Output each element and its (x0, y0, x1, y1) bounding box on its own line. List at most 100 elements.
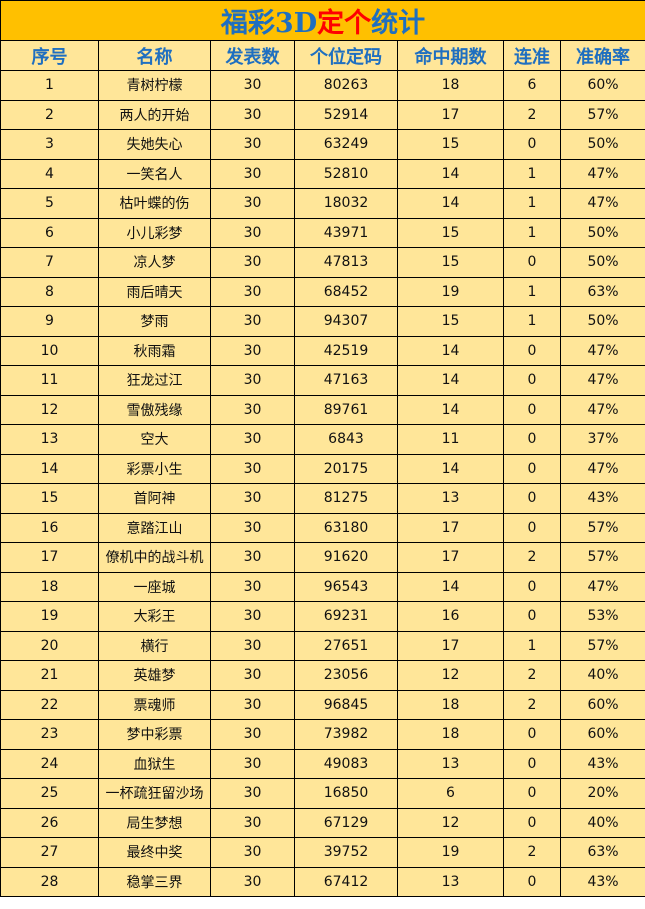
cell-accuracy: 60% (559, 70, 645, 101)
cell-index: 8 (0, 276, 99, 307)
cell-index: 4 (0, 158, 99, 189)
cell-code: 52810 (294, 158, 398, 189)
cell-accuracy: 63% (559, 837, 645, 868)
table-row: 25 一杯疏狂留沙场 30 16850 6 0 20% (0, 778, 645, 809)
cell-accuracy: 47% (559, 158, 645, 189)
title-part-3: 统计 (371, 8, 426, 39)
table-row: 9 梦雨 30 94307 15 1 50% (0, 306, 645, 337)
cell-posts: 30 (210, 660, 295, 691)
cell-hits: 15 (397, 306, 504, 337)
table-row: 6 小儿彩梦 30 43971 15 1 50% (0, 217, 645, 248)
cell-code: 39752 (294, 837, 398, 868)
cell-hits: 14 (397, 158, 504, 189)
page-title: 福彩3D定个统计 (0, 0, 645, 41)
cell-posts: 30 (210, 217, 295, 248)
cell-posts: 30 (210, 837, 295, 868)
table-row: 2 两人的开始 30 52914 17 2 57% (0, 99, 645, 130)
cell-streak: 1 (503, 276, 561, 307)
cell-hits: 19 (397, 276, 504, 307)
header-row: 序号 名称 发表数 个位定码 命中期数 连准 准确率 (0, 40, 645, 71)
cell-code: 43971 (294, 217, 398, 248)
cell-accuracy: 40% (559, 660, 645, 691)
table-row: 10 秋雨霜 30 42519 14 0 47% (0, 335, 645, 366)
cell-code: 94307 (294, 306, 398, 337)
table-body: 1 青树柠檬 30 80263 18 6 60% 2 两人的开始 30 52914 17 2 57% 3 失她… (0, 70, 645, 897)
cell-hits: 14 (397, 394, 504, 425)
cell-streak: 1 (503, 188, 561, 219)
cell-posts: 30 (210, 807, 295, 838)
cell-accuracy: 47% (559, 571, 645, 602)
cell-streak: 6 (503, 70, 561, 101)
cell-posts: 30 (210, 335, 295, 366)
cell-code: 96543 (294, 571, 398, 602)
cell-name: 枯叶蝶的伤 (98, 188, 211, 219)
cell-index: 26 (0, 807, 99, 838)
cell-posts: 30 (210, 188, 295, 219)
cell-name: 意踏江山 (98, 512, 211, 543)
cell-accuracy: 43% (559, 748, 645, 779)
title-part-1: 福彩3D (220, 8, 318, 39)
cell-code: 27651 (294, 630, 398, 661)
cell-posts: 30 (210, 158, 295, 189)
table-row: 12 雪傲残缘 30 89761 14 0 47% (0, 394, 645, 425)
cell-streak: 0 (503, 807, 561, 838)
cell-code: 47813 (294, 247, 398, 278)
table-row: 3 失她失心 30 63249 15 0 50% (0, 129, 645, 160)
cell-code: 52914 (294, 99, 398, 130)
cell-hits: 6 (397, 778, 504, 809)
cell-code: 91620 (294, 542, 398, 573)
cell-streak: 1 (503, 630, 561, 661)
cell-streak: 1 (503, 306, 561, 337)
cell-name: 秋雨霜 (98, 335, 211, 366)
cell-posts: 30 (210, 866, 295, 897)
table-row: 20 横行 30 27651 17 1 57% (0, 630, 645, 661)
cell-posts: 30 (210, 453, 295, 484)
cell-name: 首阿神 (98, 483, 211, 514)
cell-hits: 14 (397, 188, 504, 219)
cell-code: 23056 (294, 660, 398, 691)
cell-hits: 18 (397, 689, 504, 720)
cell-code: 67412 (294, 866, 398, 897)
cell-posts: 30 (210, 689, 295, 720)
cell-posts: 30 (210, 778, 295, 809)
cell-index: 20 (0, 630, 99, 661)
cell-streak: 1 (503, 217, 561, 248)
cell-streak: 0 (503, 601, 561, 632)
cell-name: 局生梦想 (98, 807, 211, 838)
cell-name: 最终中奖 (98, 837, 211, 868)
cell-streak: 2 (503, 837, 561, 868)
header-index: 序号 (0, 40, 99, 71)
cell-index: 27 (0, 837, 99, 868)
header-name: 名称 (98, 40, 211, 71)
cell-hits: 17 (397, 542, 504, 573)
cell-hits: 17 (397, 630, 504, 661)
cell-name: 狂龙过江 (98, 365, 211, 396)
cell-index: 28 (0, 866, 99, 897)
cell-index: 16 (0, 512, 99, 543)
cell-accuracy: 43% (559, 483, 645, 514)
cell-streak: 2 (503, 542, 561, 573)
cell-code: 47163 (294, 365, 398, 396)
cell-name: 雨后晴天 (98, 276, 211, 307)
cell-index: 13 (0, 424, 99, 455)
title-row: 福彩3D定个统计 (0, 0, 645, 41)
table-row: 27 最终中奖 30 39752 19 2 63% (0, 837, 645, 868)
cell-posts: 30 (210, 70, 295, 101)
cell-code: 49083 (294, 748, 398, 779)
cell-code: 18032 (294, 188, 398, 219)
cell-index: 7 (0, 247, 99, 278)
cell-posts: 30 (210, 99, 295, 130)
cell-streak: 0 (503, 866, 561, 897)
cell-streak: 0 (503, 512, 561, 543)
cell-posts: 30 (210, 571, 295, 602)
cell-code: 63249 (294, 129, 398, 160)
header-hits: 命中期数 (397, 40, 504, 71)
cell-streak: 0 (503, 424, 561, 455)
cell-index: 19 (0, 601, 99, 632)
cell-streak: 0 (503, 453, 561, 484)
cell-code: 16850 (294, 778, 398, 809)
cell-name: 稳掌三界 (98, 866, 211, 897)
cell-index: 9 (0, 306, 99, 337)
header-posts: 发表数 (210, 40, 295, 71)
